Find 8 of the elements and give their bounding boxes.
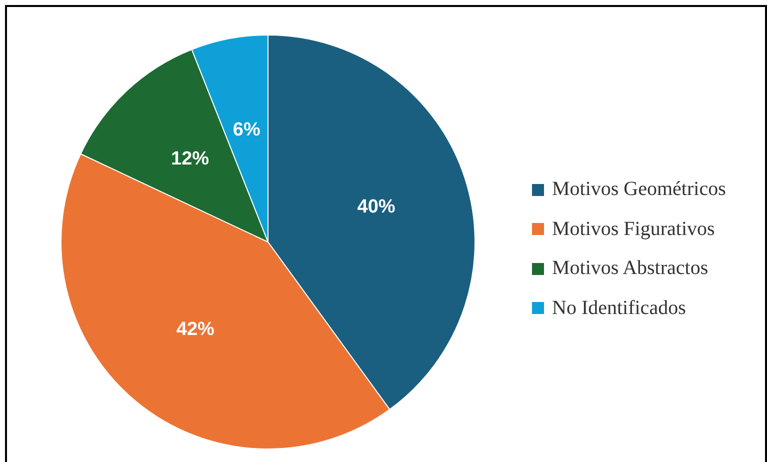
- legend-label: No Identificados: [552, 296, 686, 320]
- data-label: 12%: [171, 148, 210, 170]
- legend-label: Motivos Geométricos: [552, 178, 726, 202]
- legend-label: Motivos Figurativos: [552, 218, 715, 241]
- data-label: 6%: [232, 120, 260, 141]
- legend-label: Motivos Abstractos: [552, 257, 708, 280]
- data-label: 42%: [176, 319, 215, 340]
- data-label: 40%: [357, 196, 396, 218]
